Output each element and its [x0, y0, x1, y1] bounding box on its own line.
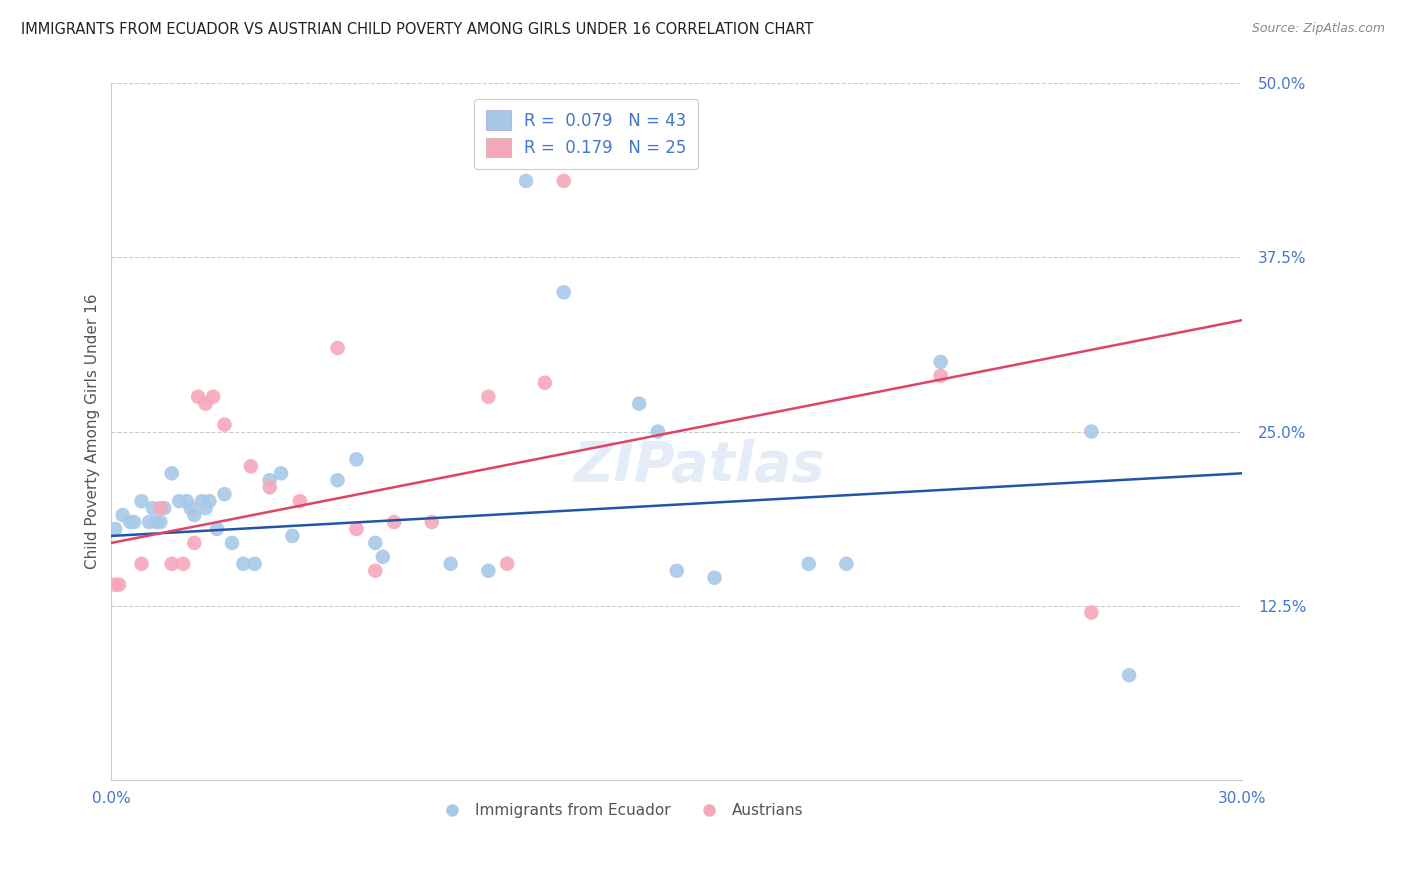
Point: [553, 174, 575, 188]
Point: [259, 480, 281, 494]
Point: [344, 522, 367, 536]
Point: [1118, 668, 1140, 682]
Point: [214, 417, 236, 432]
Point: [111, 508, 134, 522]
Point: [835, 557, 858, 571]
Point: [131, 557, 153, 571]
Point: [1080, 425, 1102, 439]
Point: [477, 390, 499, 404]
Point: [198, 494, 221, 508]
Point: [191, 494, 214, 508]
Point: [183, 508, 205, 522]
Point: [202, 390, 225, 404]
Point: [187, 390, 209, 404]
Point: [647, 425, 669, 439]
Point: [172, 557, 194, 571]
Point: [259, 473, 281, 487]
Point: [281, 529, 304, 543]
Point: [515, 174, 537, 188]
Point: [326, 341, 349, 355]
Point: [382, 515, 405, 529]
Point: [221, 536, 243, 550]
Point: [131, 494, 153, 508]
Point: [138, 515, 160, 529]
Point: [477, 564, 499, 578]
Point: [703, 571, 725, 585]
Point: [104, 522, 127, 536]
Point: [929, 368, 952, 383]
Point: [239, 459, 262, 474]
Point: [797, 557, 820, 571]
Y-axis label: Child Poverty Among Girls Under 16: Child Poverty Among Girls Under 16: [86, 293, 100, 569]
Point: [628, 397, 651, 411]
Point: [344, 452, 367, 467]
Point: [153, 501, 176, 516]
Point: [326, 473, 349, 487]
Point: [108, 577, 131, 591]
Point: [160, 557, 183, 571]
Point: [120, 515, 142, 529]
Point: [1080, 606, 1102, 620]
Point: [205, 522, 228, 536]
Point: [232, 557, 254, 571]
Point: [122, 515, 145, 529]
Point: [288, 494, 311, 508]
Point: [160, 467, 183, 481]
Point: [194, 501, 217, 516]
Point: [183, 536, 205, 550]
Point: [665, 564, 688, 578]
Point: [142, 501, 165, 516]
Legend: Immigrants from Ecuador, Austrians: Immigrants from Ecuador, Austrians: [430, 797, 810, 824]
Text: ZIPatlas: ZIPatlas: [574, 440, 825, 493]
Point: [929, 355, 952, 369]
Point: [364, 536, 387, 550]
Point: [440, 557, 463, 571]
Point: [214, 487, 236, 501]
Point: [534, 376, 557, 390]
Point: [167, 494, 190, 508]
Point: [176, 494, 198, 508]
Point: [371, 549, 394, 564]
Text: Source: ZipAtlas.com: Source: ZipAtlas.com: [1251, 22, 1385, 36]
Text: IMMIGRANTS FROM ECUADOR VS AUSTRIAN CHILD POVERTY AMONG GIRLS UNDER 16 CORRELATI: IMMIGRANTS FROM ECUADOR VS AUSTRIAN CHIL…: [21, 22, 814, 37]
Point: [420, 515, 443, 529]
Point: [270, 467, 292, 481]
Point: [149, 515, 172, 529]
Point: [149, 501, 172, 516]
Point: [496, 557, 519, 571]
Point: [194, 397, 217, 411]
Point: [243, 557, 266, 571]
Point: [104, 577, 127, 591]
Point: [180, 501, 202, 516]
Point: [553, 285, 575, 300]
Point: [364, 564, 387, 578]
Point: [145, 515, 167, 529]
